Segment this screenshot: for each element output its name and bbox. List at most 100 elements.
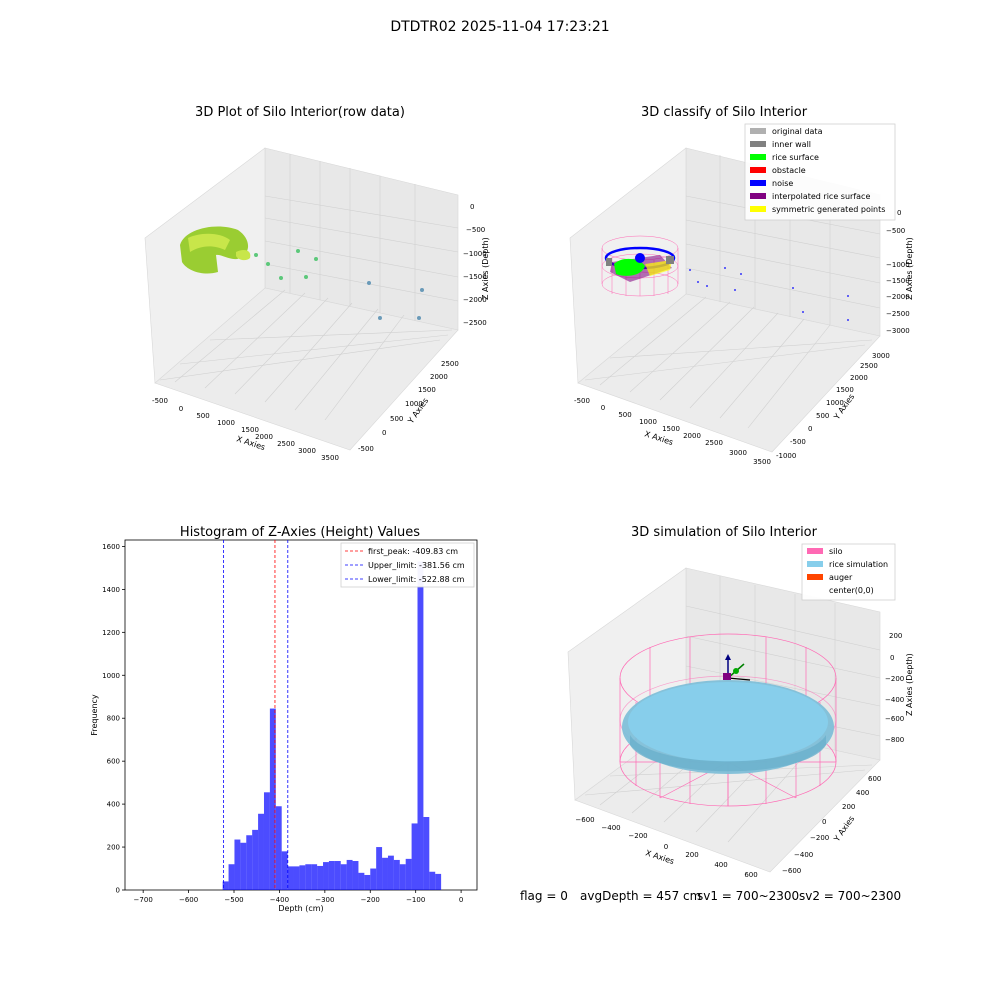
y-tick-labels: -500 0 500 1000 1500 2000 2500: [358, 360, 459, 453]
y-tick-label: 600: [107, 758, 120, 766]
y-tick-label: 500: [390, 415, 403, 423]
y-tick-label: -500: [790, 438, 806, 446]
legend-swatch: [750, 154, 766, 160]
chart-title: 3D Plot of Silo Interior(row data): [195, 105, 405, 120]
histogram-bar: [222, 881, 229, 890]
x-tick-label: 2000: [255, 433, 273, 441]
z-tick-label: −2000: [463, 296, 487, 304]
chart-title: Histogram of Z-Axies (Height) Values: [180, 525, 420, 540]
histogram-bar: [358, 872, 365, 890]
sv2-text: sv2 = 700~2300: [799, 889, 901, 903]
y-tick-labels: -1000 -500 0 500 1000 1500 2000 2500 300…: [776, 352, 890, 460]
histogram-bar: [340, 864, 347, 890]
auger: [723, 654, 751, 681]
z-tick-label: −2500: [886, 310, 910, 318]
z-tick-label: −500: [466, 226, 485, 234]
legend: first_peak: -409.83 cm Upper_limit: -381…: [340, 542, 475, 588]
x-tick-label: 2500: [705, 439, 723, 447]
z-tick-labels: 0 −500 −1000 −1500 −2000 −2500: [463, 203, 487, 327]
x-tick-label: −600: [575, 816, 594, 824]
x-tick-label: 1500: [241, 426, 259, 434]
y-tick-label: 0: [116, 887, 120, 895]
legend-swatch: [750, 141, 766, 147]
x-tick-label: -500: [152, 397, 168, 405]
x-tick-label: 3500: [753, 458, 771, 466]
y-tick-label: 400: [107, 801, 120, 809]
y-tick-label: 1500: [418, 386, 436, 394]
y-tick-label: 1600: [102, 543, 120, 551]
legend-label: center(0,0): [829, 586, 874, 595]
x-ticks: −700 −600 −500 −400 −300 −200 −100 0: [134, 890, 463, 904]
histogram-bar: [417, 561, 424, 890]
panel-classify: 3D classify of Silo Interior: [569, 105, 914, 466]
z-tick-label: 0: [897, 209, 901, 217]
legend-label: noise: [772, 179, 793, 188]
x-tick-label: 3000: [729, 449, 747, 457]
z-tick-labels: 200 0 −200 −400 −600 −800: [885, 632, 904, 744]
x-tick-label: 2000: [683, 432, 701, 440]
y-tick-label: 200: [107, 844, 120, 852]
z-axis-label: Z Axies (Depth): [481, 237, 490, 300]
histogram-bar: [317, 865, 324, 890]
avg-depth-text: avgDepth = 457 cm: [580, 889, 701, 903]
legend-swatch: [750, 167, 766, 173]
x-tick-label: 1000: [217, 419, 235, 427]
histogram-bar: [352, 861, 359, 890]
legend: original data inner wall rice surface ob…: [744, 123, 896, 221]
histogram-bar: [228, 864, 235, 890]
histogram-bar: [281, 851, 288, 890]
legend-label: symmetric generated points: [772, 205, 885, 214]
y-tick-label: −600: [782, 867, 801, 875]
legend-item: first_peak: -409.83 cm: [345, 547, 458, 556]
x-tick-labels: -500 0 500 1000 1500 2000 2500 3000 3500: [152, 397, 339, 462]
legend-label: obstacle: [772, 166, 806, 175]
point-cluster: [180, 226, 251, 274]
y-tick-label: −400: [794, 851, 813, 859]
panel-simulation: 3D simulation of Silo Interior: [567, 525, 914, 879]
legend-label: first_peak: -409.83 cm: [368, 547, 458, 556]
x-tick-label: −200: [628, 832, 647, 840]
legend-swatch: [750, 128, 766, 134]
histogram-bar: [393, 859, 400, 890]
y-tick-label: 0: [808, 425, 812, 433]
histogram-bar: [364, 874, 371, 890]
z-tick-label: −400: [885, 696, 904, 704]
panel-raw-data: 3D Plot of Silo Interior(row data): [144, 105, 490, 462]
x-tick-label: 0: [664, 843, 668, 851]
legend-label: interpolated rice surface: [772, 192, 870, 201]
legend-item: obstacle: [750, 166, 806, 175]
z-tick-label: −2500: [463, 319, 487, 327]
legend-label: original data: [772, 127, 823, 136]
y-axis-label: Y Axies: [832, 392, 857, 422]
z-tick-label: −500: [886, 227, 905, 235]
x-tick-label: −200: [361, 896, 380, 904]
histogram-bar: [305, 864, 312, 890]
legend: silo rice simulation auger center(0,0): [801, 543, 896, 601]
legend-item: symmetric generated points: [750, 205, 885, 214]
histogram-bar: [240, 842, 247, 890]
y-tick-label: 1000: [826, 399, 844, 407]
x-tick-label: −600: [179, 896, 198, 904]
histogram-bar: [246, 835, 253, 890]
z-tick-label: −3000: [886, 327, 910, 335]
legend-label: Lower_limit: -522.88 cm: [368, 575, 465, 584]
z-tick-label: −800: [885, 736, 904, 744]
z-tick-label: −2000: [886, 293, 910, 301]
z-tick-label: −1500: [463, 273, 487, 281]
y-tick-label: 0: [822, 818, 826, 826]
z-tick-label: −200: [885, 675, 904, 683]
y-tick-label: 0: [382, 429, 386, 437]
legend-label: rice simulation: [829, 560, 888, 569]
legend-item: interpolated rice surface: [750, 192, 870, 201]
x-axis-label: X Axies: [644, 848, 675, 866]
legend-swatch: [750, 206, 766, 212]
legend-item: rice surface: [750, 153, 819, 162]
histogram-bar: [435, 873, 442, 890]
chart-title: 3D classify of Silo Interior: [641, 105, 808, 120]
histogram-bar: [269, 708, 276, 890]
x-tick-label: 600: [744, 871, 757, 879]
z-tick-label: 200: [889, 632, 902, 640]
y-tick-label: 800: [107, 715, 120, 723]
y-tick-label: -500: [358, 445, 374, 453]
histogram-bar: [334, 861, 341, 890]
